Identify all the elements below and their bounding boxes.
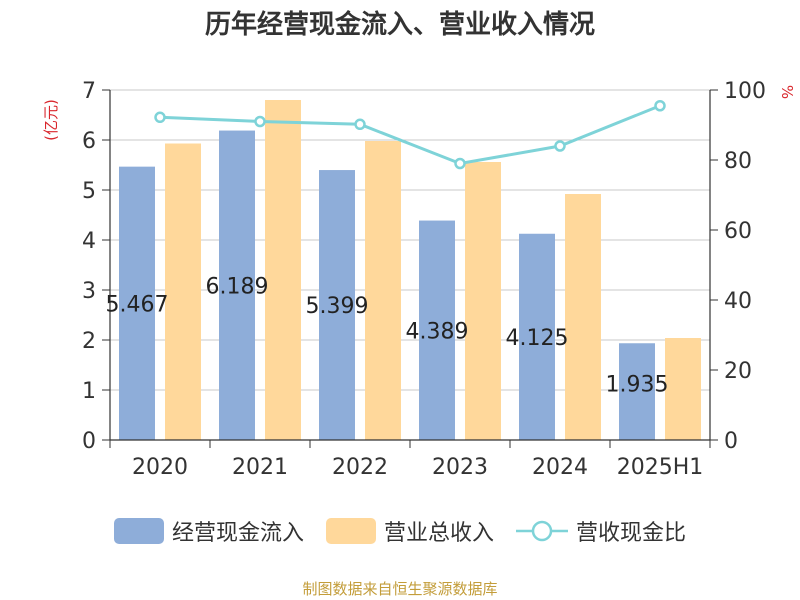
legend-item-revenue[interactable]: 营业总收入 (325, 515, 494, 547)
y-right-tick-label: 80 (724, 149, 752, 174)
bar-revenue (565, 194, 601, 440)
x-tick-label: 2022 (332, 455, 388, 480)
y-right-tick-label: 0 (724, 429, 738, 454)
bar-cash-inflow (219, 130, 255, 441)
x-tick-label: 2020 (132, 455, 188, 480)
legend-label-cash-inflow: 经营现金流入 (171, 521, 304, 546)
y-right-tick-label: 60 (724, 219, 752, 244)
point-cash-ratio (454, 157, 466, 170)
bar-revenue (465, 162, 501, 440)
data-label-cash-inflow: 4.125 (506, 326, 569, 351)
bar-revenue (265, 100, 301, 440)
legend-swatch-cash-ratio (516, 520, 568, 542)
y-left-tick-label: 5 (82, 179, 96, 204)
x-tick-label: 2021 (232, 455, 288, 480)
point-cash-ratio (254, 115, 266, 128)
legend-swatch-cash-inflow (113, 518, 164, 544)
bar-revenue (365, 141, 401, 440)
data-label-cash-inflow: 5.399 (306, 294, 369, 319)
bar-revenue (665, 338, 701, 440)
legend: 经营现金流入 营业总收入 营收现金比 (0, 515, 800, 547)
chart-title: 历年经营现金流入、营业收入情况 (204, 10, 595, 40)
y-left-tick-label: 2 (82, 329, 96, 354)
x-tick-label: 2025H1 (617, 455, 704, 480)
bar-cash-inflow (319, 170, 355, 441)
bar-cash-inflow (119, 166, 155, 440)
x-tick-label: 2023 (432, 455, 488, 480)
bar-revenue (165, 143, 201, 440)
bar-cash-inflow (519, 233, 555, 440)
legend-item-cash-ratio[interactable]: 营收现金比 (516, 515, 686, 547)
y-right-tick-label: 40 (724, 289, 752, 314)
legend-item-cash-inflow[interactable]: 经营现金流入 (113, 515, 304, 547)
y-left-tick-label: 3 (82, 279, 96, 304)
data-label-cash-inflow: 5.467 (106, 292, 169, 317)
point-cash-ratio (154, 111, 166, 124)
y-left-tick-label: 0 (82, 429, 96, 454)
y-left-tick-label: 6 (82, 129, 96, 154)
y-right-unit: % (778, 85, 796, 99)
bar-cash-inflow (419, 220, 455, 440)
data-label-cash-inflow: 4.389 (406, 319, 469, 344)
point-cash-ratio (354, 118, 366, 131)
point-cash-ratio (654, 100, 666, 112)
bar-cash-inflow (619, 343, 655, 440)
data-label-cash-inflow: 1.935 (606, 372, 669, 397)
y-left-unit: (亿元) (42, 99, 60, 141)
y-left-tick-label: 7 (82, 79, 96, 104)
x-tick-label: 2024 (532, 455, 588, 480)
data-label-cash-inflow: 6.189 (206, 274, 269, 299)
point-cash-ratio (554, 140, 566, 152)
line-cash-ratio (159, 104, 661, 166)
y-left-tick-label: 1 (82, 379, 96, 404)
source-note: 制图数据来自恒生聚源数据库 (302, 580, 498, 598)
legend-label-cash-ratio: 营收现金比 (576, 521, 687, 546)
y-right-tick-label: 20 (724, 359, 752, 384)
legend-swatch-revenue (325, 518, 376, 544)
y-right-tick-label: 100 (724, 79, 766, 104)
legend-label-revenue: 营业总收入 (383, 521, 494, 546)
y-left-tick-label: 4 (82, 229, 96, 254)
